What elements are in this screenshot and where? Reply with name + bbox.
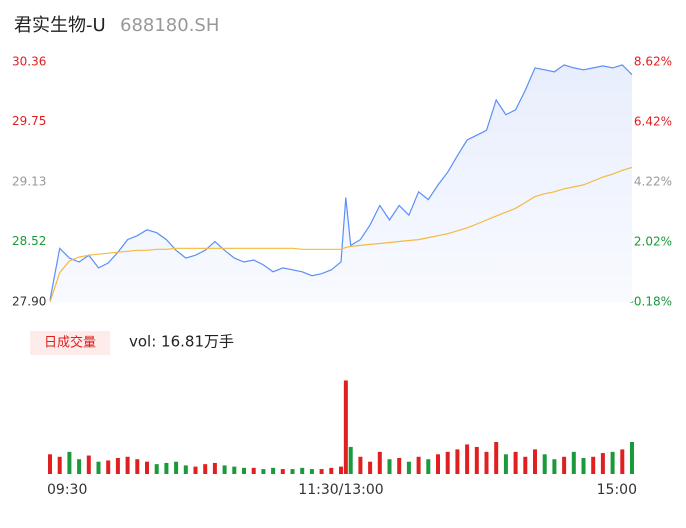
volume-bar <box>610 451 615 474</box>
volume-bar <box>416 456 421 474</box>
y2-tick-label: 6.42% <box>634 115 672 129</box>
volume-bar <box>154 464 159 474</box>
volume-bar <box>406 461 411 474</box>
volume-bar <box>183 465 188 474</box>
y-tick-label: 27.90 <box>12 295 46 309</box>
volume-bar <box>523 456 528 474</box>
volume-bar <box>232 466 237 474</box>
volume-bar <box>387 459 392 474</box>
volume-bar <box>377 451 382 474</box>
volume-bar <box>542 454 547 474</box>
volume-bar <box>135 459 140 474</box>
volume-bar <box>358 456 363 474</box>
volume-bar <box>552 459 557 474</box>
price-area <box>50 64 632 303</box>
y2-tick-label: 8.62% <box>634 55 672 69</box>
volume-legend: 日成交量 <box>44 335 96 351</box>
volume-bar <box>193 466 198 474</box>
x-tick-label: 11:30/13:00 <box>298 482 383 498</box>
volume-bar <box>106 460 111 474</box>
volume-bar <box>280 469 285 474</box>
volume-bar <box>591 456 596 474</box>
volume-bar <box>620 449 625 474</box>
volume-bar <box>494 442 499 474</box>
volume-bar <box>251 467 256 474</box>
volume-bar <box>445 451 450 474</box>
volume-bar <box>309 469 314 474</box>
volume-bar <box>174 461 179 474</box>
y2-tick-label: -0.18% <box>630 295 672 309</box>
y-tick-label: 28.52 <box>12 234 46 248</box>
price-line <box>49 64 633 301</box>
volume-bar <box>484 451 489 474</box>
volume-bar <box>465 444 470 474</box>
volume-bar <box>600 453 605 474</box>
x-tick-label: 09:30 <box>47 482 87 498</box>
volume-bar <box>261 469 266 474</box>
stock-code: 688180.SH <box>120 15 219 36</box>
volume-bar <box>513 451 518 474</box>
volume-bar <box>503 454 508 474</box>
y-tick-label: 29.13 <box>12 175 46 189</box>
volume-bar <box>242 467 246 474</box>
volume-bar <box>455 449 460 474</box>
volume-bar <box>86 455 91 474</box>
volume-bar <box>67 451 72 474</box>
x-tick-label: 15:00 <box>597 482 637 498</box>
volume-bar <box>474 446 479 474</box>
y-tick-label: 29.75 <box>12 114 46 128</box>
volume-bar <box>145 461 149 474</box>
volume-bar <box>571 451 576 474</box>
volume-bar <box>319 469 324 474</box>
volume-bar <box>339 466 343 474</box>
volume-bar <box>77 459 82 474</box>
legend-box <box>30 331 110 355</box>
volume-bar <box>343 380 348 474</box>
volume-bar <box>300 467 305 474</box>
volume-bar <box>426 459 431 474</box>
volume-bar <box>436 454 440 474</box>
volume-bar <box>96 461 101 474</box>
volume-bar <box>203 464 208 474</box>
y2-tick-label: 2.02% <box>634 235 672 249</box>
y-tick-label: 30.36 <box>12 55 46 69</box>
volume-bar <box>397 458 402 474</box>
average-line <box>49 166 633 303</box>
volume-bar <box>222 465 227 474</box>
volume-bar <box>368 461 373 474</box>
y2-tick-label: 4.22% <box>634 175 672 189</box>
volume-bar <box>533 449 537 474</box>
volume-bar <box>271 467 276 474</box>
volume-bar <box>212 462 217 474</box>
volume-bar <box>581 458 586 474</box>
volume-bar <box>329 467 334 474</box>
stock-name: 君实生物-U <box>14 15 106 36</box>
volume-bar <box>125 456 130 474</box>
volume-bar <box>348 446 353 474</box>
volume-bar <box>115 458 120 474</box>
volume-summary: vol: 16.81万手 <box>129 333 234 351</box>
volume-bar <box>630 442 634 474</box>
volume-bar <box>164 462 169 474</box>
volume-bar <box>290 469 295 474</box>
volume-bar <box>562 456 567 474</box>
volume-bar <box>48 454 52 474</box>
volume-bar <box>57 456 62 474</box>
